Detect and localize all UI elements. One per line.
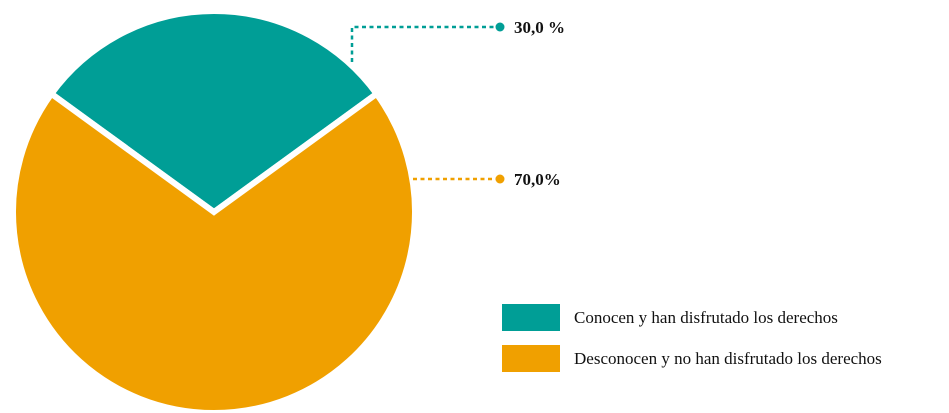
legend-label-conocen: Conocen y han disfrutado los derechos — [574, 308, 838, 327]
pie-slice-conocen — [47, 8, 381, 216]
callout-dot-conocen — [495, 22, 505, 32]
legend-swatch-desconocen — [502, 345, 560, 372]
data-label-conocen: 30,0 % — [514, 18, 565, 37]
legend-label-desconocen: Desconocen y no han disfrutado los derec… — [574, 349, 882, 368]
pie-slices — [10, 8, 418, 413]
legend-swatch-conocen — [502, 304, 560, 331]
callout-dot-desconocen — [495, 174, 505, 184]
data-label-desconocen: 70,0% — [514, 170, 561, 189]
legend: Conocen y han disfrutado los derechos De… — [502, 304, 882, 372]
callouts: 30,0 % 70,0% — [350, 18, 565, 189]
callout-line-conocen — [350, 25, 500, 62]
